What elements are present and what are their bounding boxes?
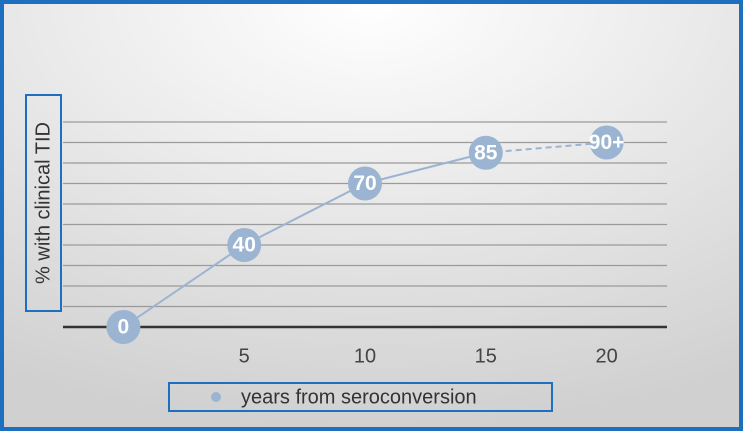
data-point bbox=[227, 228, 262, 262]
x-tick-label: 5 bbox=[239, 345, 250, 367]
x-tick-label: 15 bbox=[475, 345, 497, 367]
data-point bbox=[106, 310, 141, 344]
x-tick-label: 10 bbox=[354, 345, 376, 367]
plot: 5 10 15 20 0 40 70 85 90+ years from seroconversi… bbox=[63, 121, 667, 412]
series-line bbox=[122, 151, 487, 328]
y-axis-label: % with clinical TID bbox=[32, 122, 54, 284]
legend-box bbox=[168, 382, 553, 412]
legend-marker bbox=[211, 392, 221, 402]
data-label: 90+ bbox=[589, 131, 625, 154]
data-label: 85 bbox=[474, 141, 498, 164]
x-tick-label: 20 bbox=[595, 345, 617, 367]
data-point bbox=[348, 166, 382, 201]
data-point bbox=[589, 125, 624, 160]
series-line bbox=[485, 141, 607, 154]
y-label-box bbox=[25, 94, 62, 312]
data-label: 40 bbox=[233, 234, 256, 257]
legend-label: years from seroconversion bbox=[241, 386, 477, 408]
data-label: 70 bbox=[353, 172, 376, 195]
data-label: 0 bbox=[118, 316, 130, 339]
data-point bbox=[468, 135, 503, 170]
